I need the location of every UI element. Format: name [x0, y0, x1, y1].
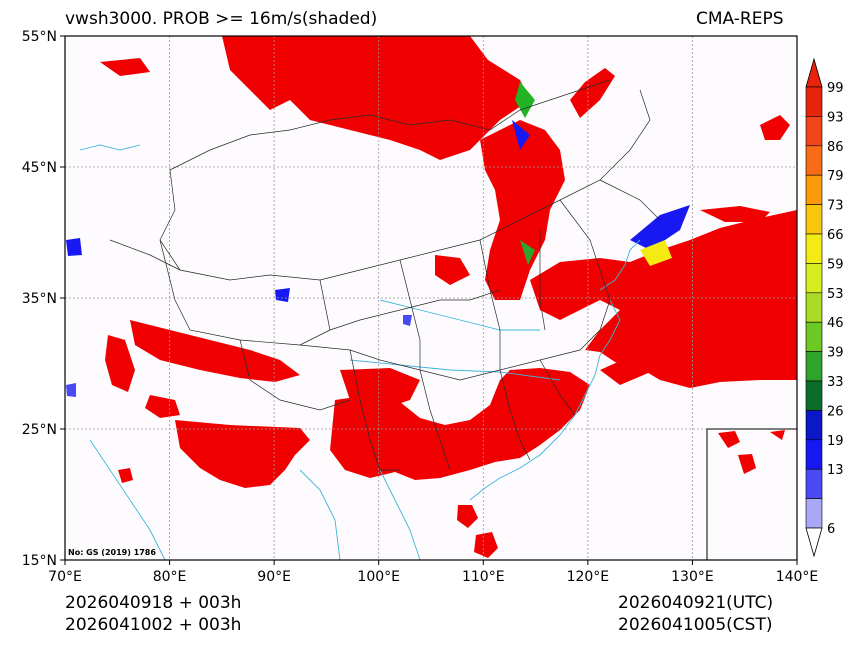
init-time-cst: 2026041002 + 003h	[65, 615, 242, 635]
map-layer	[65, 36, 797, 560]
colorbar-segment	[805, 321, 823, 352]
lon-tick-label: 120°E	[567, 569, 610, 585]
inset-shading	[718, 430, 785, 474]
colorbar-label: 79	[827, 169, 844, 184]
colorbar-segment	[805, 145, 823, 176]
colorbar-label: 99	[827, 81, 844, 96]
colorbar-segment	[805, 174, 823, 205]
colorbar-label: 53	[827, 287, 844, 302]
lat-tick-label: 15°N	[22, 553, 57, 569]
valid-time-utc: 2026040921(UTC)	[618, 593, 774, 613]
lat-tick-label: 55°N	[22, 29, 57, 45]
colorbar-bottom-extend	[805, 527, 823, 558]
colorbar-segment	[805, 116, 823, 147]
admin-borders	[109, 79, 661, 471]
lon-tick-label: 130°E	[671, 569, 714, 585]
lon-tick-label: 140°E	[776, 569, 819, 585]
colorbar-segment	[805, 204, 823, 235]
colorbar-label: 59	[827, 257, 844, 272]
chart-title: vwsh3000. PROB >= 16m/s(shaded)	[65, 9, 378, 29]
colorbar-segment	[805, 468, 823, 499]
lon-tick-label: 70°E	[48, 569, 82, 585]
valid-time-cst: 2026041005(CST)	[618, 615, 773, 635]
approval-note: No: GS (2019) 1786	[68, 548, 156, 557]
gridlines	[65, 36, 797, 560]
colorbar-label: 46	[827, 316, 844, 331]
shaded-probability-areas	[105, 36, 797, 558]
model-name: CMA-REPS	[696, 9, 784, 29]
colorbar-segment	[805, 498, 823, 529]
colorbar-label: 19	[827, 434, 844, 449]
colorbar-top-extend	[805, 57, 823, 88]
colorbar-label: 39	[827, 346, 844, 361]
colorbar-label: 93	[827, 110, 844, 125]
lat-tick-label: 35°N	[22, 291, 57, 307]
south-china-sea-inset	[706, 428, 797, 560]
lat-tick-label: 45°N	[22, 160, 57, 176]
colorbar-segment	[805, 380, 823, 411]
colorbar-label: 6	[827, 522, 835, 537]
colorbar-segment	[805, 292, 823, 323]
lat-tick-label: 25°N	[22, 422, 57, 438]
colorbar-label: 73	[827, 199, 844, 214]
latitude-axis: 55°N 45°N 35°N 25°N 15°N	[22, 29, 65, 569]
colorbar-segment	[805, 263, 823, 294]
colorbar-label: 66	[827, 228, 844, 243]
colorbar-segment	[805, 351, 823, 382]
longitude-axis: 70°E 80°E 90°E 100°E 110°E 120°E 130°E 140°E	[48, 560, 818, 585]
lon-tick-label: 90°E	[257, 569, 291, 585]
colorbar-segment	[805, 439, 823, 470]
lon-tick-label: 100°E	[357, 569, 400, 585]
colorbar-label: 33	[827, 375, 844, 390]
colorbar-label: 86	[827, 140, 844, 155]
colorbar-segment	[805, 233, 823, 264]
shading-fringes	[66, 58, 690, 397]
lon-tick-label: 80°E	[153, 569, 187, 585]
colorbar-label: 13	[827, 463, 844, 478]
lon-tick-label: 110°E	[462, 569, 505, 585]
colorbar-label: 26	[827, 404, 844, 419]
colorbar: 99 93 86 79 73 66 59 53 46 39 33 26 19 13 6	[805, 57, 844, 558]
init-time-utc: 2026040918 + 003h	[65, 593, 242, 613]
colorbar-segment	[805, 410, 823, 441]
colorbar-segment	[805, 86, 823, 117]
